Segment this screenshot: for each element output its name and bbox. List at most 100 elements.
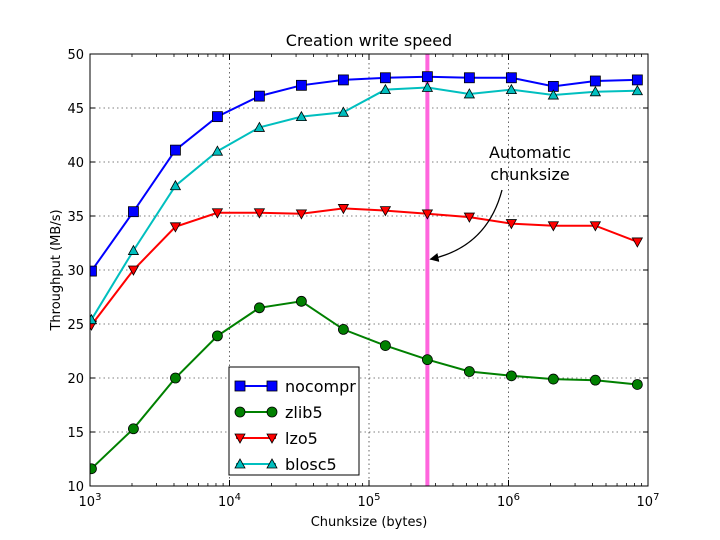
- annotation: Automatic chunksize: [429, 143, 571, 262]
- data-point: [547, 89, 560, 100]
- data-point: [253, 208, 266, 219]
- series-zlib5: [90, 295, 643, 475]
- x-tick-label: 104: [218, 492, 241, 510]
- y-tick-label: 20: [67, 372, 84, 387]
- data-point: [421, 354, 433, 366]
- legend-entry-lzo5: lzo5: [234, 429, 318, 448]
- data-point: [266, 406, 278, 418]
- data-point: [505, 219, 518, 230]
- x-tick-label: 103: [79, 492, 102, 510]
- data-point: [266, 458, 278, 469]
- data-point: [337, 74, 349, 86]
- x-tick-label: 106: [497, 492, 520, 510]
- legend-entry-blosc5: blosc5: [234, 455, 337, 474]
- legend-label: zlib5: [285, 403, 323, 422]
- data-point: [421, 71, 433, 83]
- legend-label: lzo5: [285, 429, 318, 448]
- data-point: [379, 72, 391, 84]
- axis-ticks: 10 15 20 25 30 35 40 45 50 103 104 105 106 107: [67, 48, 659, 510]
- data-point: [379, 83, 392, 95]
- annotation-line-2: chunksize: [490, 165, 570, 184]
- data-point: [170, 372, 181, 384]
- data-point: [169, 222, 182, 233]
- data-point: [463, 366, 475, 377]
- data-point: [211, 208, 224, 219]
- data-point: [127, 244, 140, 255]
- data-point: [170, 144, 181, 156]
- annotation-arrow: [429, 189, 503, 262]
- data-point: [90, 265, 97, 277]
- y-tick-label: 15: [67, 426, 84, 441]
- data-point: [379, 340, 391, 352]
- series-line: [90, 207, 638, 326]
- data-point: [212, 330, 223, 342]
- annotation-line-1: Automatic: [489, 143, 571, 162]
- series-line: [90, 300, 638, 470]
- series-line: [90, 86, 638, 321]
- data-point: [547, 221, 560, 232]
- data-point: [631, 84, 644, 96]
- data-point: [234, 458, 246, 469]
- data-point: [589, 374, 601, 386]
- data-point: [90, 463, 97, 475]
- data-point: [337, 323, 349, 335]
- data-point: [266, 433, 278, 444]
- data-point: [589, 75, 601, 87]
- x-tick-label: 107: [637, 492, 660, 510]
- x-axis-title: Chunksize (bytes): [311, 515, 428, 530]
- data-point: [505, 83, 518, 95]
- y-tick-label: 25: [67, 318, 84, 333]
- data-point: [631, 74, 643, 86]
- data-point: [128, 423, 139, 435]
- data-point: [211, 145, 224, 156]
- y-axis-title: Throughput (MB/s): [49, 209, 64, 331]
- y-tick-label: 35: [67, 210, 84, 225]
- data-point: [296, 295, 307, 307]
- series-nocompr: [90, 71, 643, 277]
- data-point: [631, 379, 643, 390]
- data-point: [505, 370, 517, 382]
- legend: nocompr zlib5 lzo5 blosc5: [228, 366, 360, 476]
- series-layer: [90, 71, 644, 475]
- y-tick-label: 30: [67, 264, 84, 279]
- data-point: [234, 380, 246, 392]
- x-tick-label: 105: [358, 492, 381, 510]
- data-point: [589, 85, 602, 97]
- data-point: [631, 237, 644, 248]
- data-point: [266, 380, 278, 392]
- data-point: [463, 72, 475, 84]
- legend-entry-nocompr: nocompr: [234, 377, 356, 396]
- y-tick-label: 40: [67, 156, 84, 171]
- series-line: [90, 75, 638, 272]
- data-point: [169, 179, 182, 191]
- y-tick-label: 50: [67, 48, 84, 63]
- chart-title: Creation write speed: [286, 31, 452, 50]
- data-point: [90, 313, 98, 325]
- data-point: [254, 302, 265, 314]
- legend-entry-zlib5: zlib5: [234, 403, 323, 422]
- data-point: [296, 79, 307, 91]
- legend-label: blosc5: [285, 455, 337, 474]
- data-point: [128, 206, 139, 218]
- data-point: [589, 221, 602, 232]
- data-point: [295, 110, 308, 122]
- y-tick-label: 10: [67, 480, 84, 495]
- y-tick-label: 45: [67, 102, 84, 117]
- data-point: [127, 265, 140, 276]
- data-point: [295, 209, 308, 220]
- data-point: [505, 72, 517, 84]
- data-point: [463, 88, 476, 99]
- data-point: [253, 121, 266, 132]
- data-point: [379, 206, 392, 217]
- data-point: [421, 81, 434, 92]
- data-point: [337, 204, 350, 215]
- data-point: [234, 406, 246, 418]
- data-point: [421, 209, 434, 220]
- data-point: [337, 106, 350, 117]
- series-lzo5: [90, 204, 644, 331]
- data-point: [212, 111, 223, 123]
- data-point: [547, 373, 559, 385]
- data-point: [463, 212, 476, 223]
- data-point: [234, 433, 246, 444]
